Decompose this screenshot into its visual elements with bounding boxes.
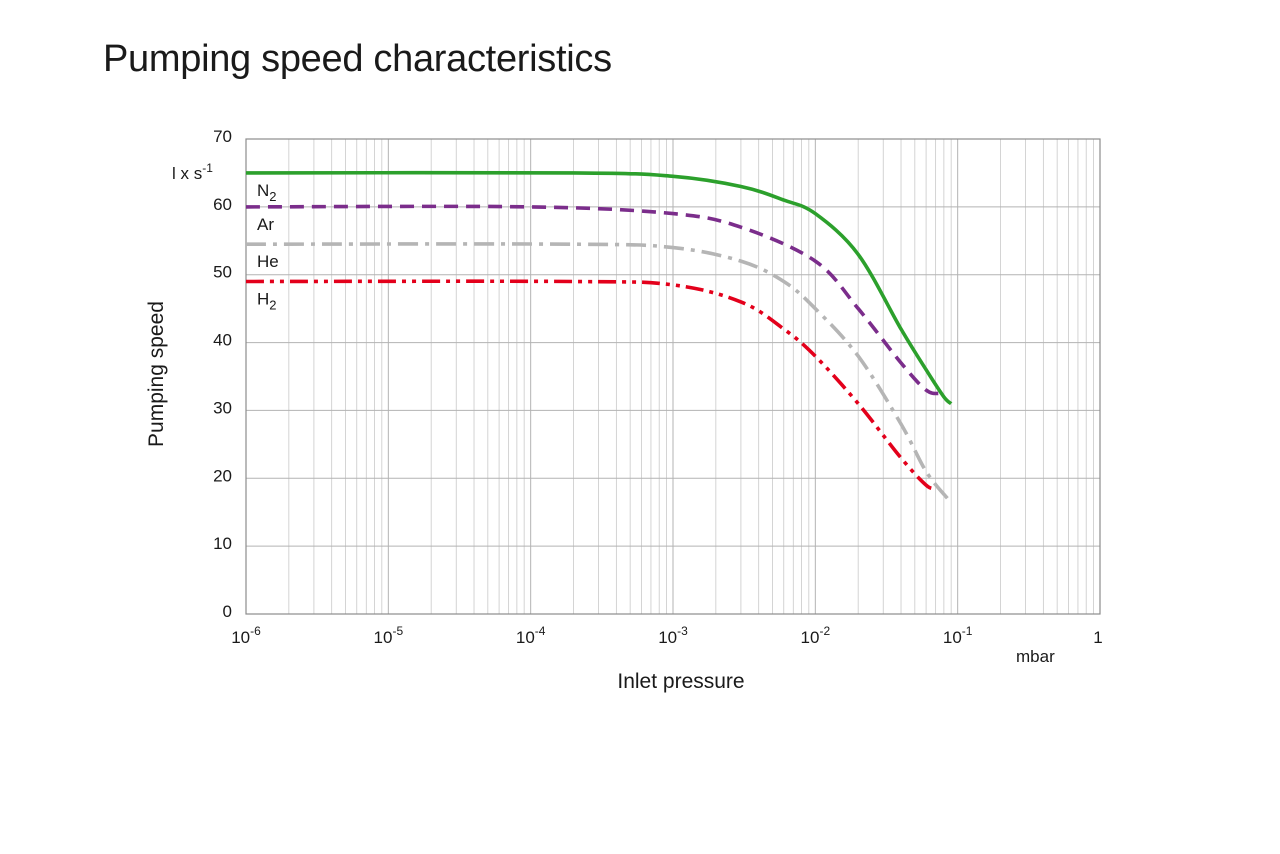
x-tick-label: 10-2 — [801, 624, 831, 647]
x-tick-label: 1 — [1093, 628, 1102, 647]
series-label-ar: Ar — [257, 215, 274, 234]
series-line-h2 — [245, 279, 937, 491]
y-tick-label: 70 — [213, 127, 232, 146]
y-tick-label: 20 — [213, 466, 232, 485]
grid — [245, 138, 1101, 615]
series-label-h2: H2 — [257, 290, 277, 313]
x-tick-label: 10-4 — [516, 624, 546, 647]
tick-labels: N2 Ar He H2 0 10 20 30 40 50 60 70l x s-1 10-6 10-5 10… — [145, 127, 1103, 693]
y-tick-label: 10 — [213, 534, 232, 553]
series-label-he: He — [257, 252, 279, 271]
series-label-n2: N2 — [257, 181, 277, 204]
y-tick-label: 40 — [213, 331, 232, 350]
series-line-n2 — [245, 170, 953, 406]
x-tick-label: 10-1 — [943, 624, 973, 647]
x-tick-label: 10-6 — [231, 624, 261, 647]
y-tick-label: 50 — [213, 263, 232, 282]
series-line-he — [245, 242, 950, 500]
y-tick-label: 0 — [223, 602, 232, 621]
x-unit-label: mbar — [1016, 647, 1055, 666]
y-unit-label: l x s-1 — [172, 161, 213, 183]
y-tick-label: 60 — [213, 195, 232, 214]
x-tick-label: 10-5 — [374, 624, 404, 647]
x-tick-label: 10-3 — [658, 624, 688, 647]
y-tick-label: 30 — [213, 398, 232, 417]
series-lines — [245, 170, 953, 500]
x-axis-title: Inlet pressure — [617, 670, 744, 693]
page-title: Pumping speed characteristics — [103, 38, 612, 80]
plot-frame — [245, 138, 1101, 615]
series-line-ar — [245, 204, 941, 396]
y-axis-title: Pumping speed — [145, 301, 168, 447]
